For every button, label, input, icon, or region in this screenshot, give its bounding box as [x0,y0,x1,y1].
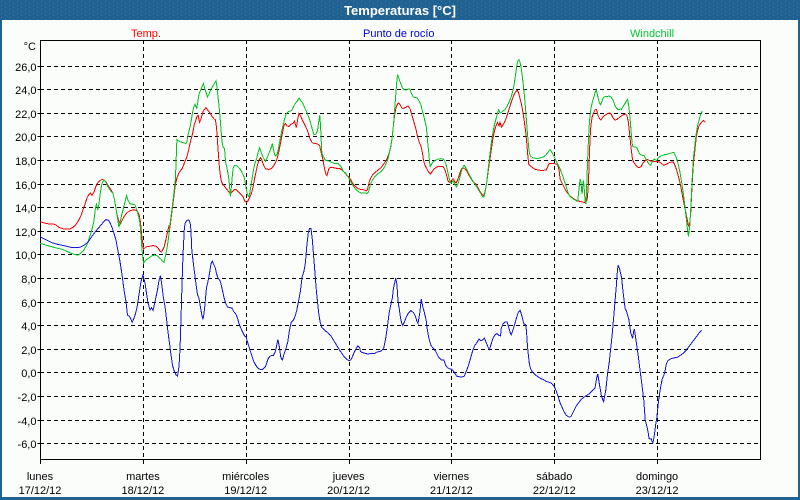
svg-text:12,0: 12,0 [15,227,36,239]
svg-text:martes: martes [126,471,160,483]
svg-text:8,0: 8,0 [21,274,36,286]
svg-text:sábado: sábado [536,471,572,483]
svg-text:°C: °C [24,41,36,53]
svg-text:4,0: 4,0 [21,321,36,333]
svg-text:viernes: viernes [434,471,470,483]
svg-text:domingo: domingo [636,471,678,483]
svg-text:18/12/12: 18/12/12 [121,485,164,497]
svg-text:jueves: jueves [332,471,365,483]
svg-text:0,0: 0,0 [21,368,36,380]
svg-text:miércoles: miércoles [222,471,270,483]
svg-text:-4,0: -4,0 [18,416,37,428]
svg-text:-2,0: -2,0 [18,392,37,404]
svg-text:2,0: 2,0 [21,345,36,357]
svg-text:20/12/12: 20/12/12 [327,485,370,497]
svg-text:22/12/12: 22/12/12 [533,485,576,497]
svg-text:14,0: 14,0 [15,203,36,215]
svg-text:26,0: 26,0 [15,62,36,74]
svg-text:20,0: 20,0 [15,132,36,144]
svg-text:lunes: lunes [27,471,54,483]
svg-text:18,0: 18,0 [15,156,36,168]
svg-text:-6,0: -6,0 [18,439,37,451]
svg-text:23/12/12: 23/12/12 [636,485,679,497]
svg-text:Temperaturas [°C]: Temperaturas [°C] [344,3,456,18]
svg-text:22,0: 22,0 [15,109,36,121]
svg-text:19/12/12: 19/12/12 [224,485,267,497]
svg-text:10,0: 10,0 [15,250,36,262]
svg-text:6,0: 6,0 [21,298,36,310]
svg-text:21/12/12: 21/12/12 [430,485,473,497]
svg-text:16,0: 16,0 [15,180,36,192]
svg-text:17/12/12: 17/12/12 [19,485,62,497]
svg-text:24,0: 24,0 [15,85,36,97]
